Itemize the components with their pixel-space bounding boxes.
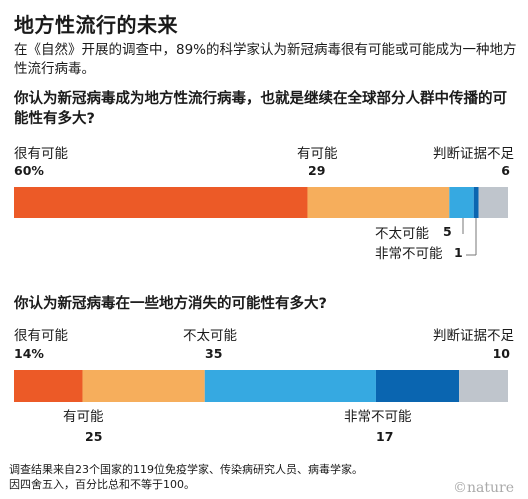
chart1-value-very-likely: 60%: [14, 163, 44, 178]
chart1-label-likely: 有可能: [297, 146, 338, 162]
chart2-value-very-unlikely: 17: [376, 429, 394, 444]
chart2-label-not-very-likely: 不太可能: [183, 328, 237, 344]
intro-text: 在《自然》开展的调查中，89%的科学家认为新冠病毒很有可能或可能成为一种地方性流…: [14, 42, 517, 77]
chart2-label-likely: 有可能: [63, 409, 104, 425]
chart2-label-insufficient: 判断证据不足: [433, 328, 514, 344]
chart1-label-not-very-likely: 不太可能: [375, 226, 429, 242]
chart1-label-very-likely: 很有可能: [14, 146, 68, 162]
chart2-segment-very-likely: [14, 370, 83, 402]
chart2-question: 你认为新冠病毒在一些地方消失的可能性有多大?: [14, 296, 327, 312]
footnote: 调查结果来自23个国家的119位免疫学家、传染病研究人员、病毒学家。 因四舍五入…: [9, 462, 363, 492]
chart1-segment-very-likely: [14, 187, 308, 218]
chart2-label-very-likely: 很有可能: [14, 328, 68, 344]
chart1-value-not-very-likely: 5: [443, 224, 452, 239]
chart2-value-very-likely: 14%: [14, 346, 44, 361]
footnote-line2: 因四舍五入，百分比总和不等于100。: [9, 478, 195, 491]
chart2-segment-likely: [82, 370, 205, 402]
chart2-segment-very-unlikely: [375, 370, 460, 402]
nature-logo: ©nature: [453, 480, 514, 496]
chart1-value-likely: 29: [308, 163, 326, 178]
chart1-segment-likely: [307, 187, 450, 218]
chart2-segment-insufficient: [459, 370, 508, 402]
chart1-value-insufficient: 6: [501, 163, 510, 178]
chart2-label-very-unlikely: 非常不可能: [344, 409, 412, 425]
chart2-segment-not-very-likely: [204, 370, 376, 402]
chart1-segment-very-unlikely: [473, 187, 479, 218]
chart1-label-insufficient: 判断证据不足: [433, 146, 514, 162]
chart1-segment-not-very-likely: [449, 187, 474, 218]
chart1-segment-insufficient: [478, 187, 508, 218]
chart2-value-insufficient: 10: [492, 346, 510, 361]
chart1-label-very-unlikely: 非常不可能: [375, 246, 443, 262]
chart2-value-likely: 25: [85, 429, 103, 444]
chart1-question: 你认为新冠病毒成为地方性流行病毒，也就是继续在全球部分人群中传播的可能性有多大?: [14, 91, 507, 127]
chart2-value-not-very-likely: 35: [205, 346, 223, 361]
footnote-line1: 调查结果来自23个国家的119位免疫学家、传染病研究人员、病毒学家。: [9, 463, 363, 476]
chart1-value-very-unlikely: 1: [454, 245, 463, 260]
page-title: 地方性流行的未来: [14, 13, 178, 37]
